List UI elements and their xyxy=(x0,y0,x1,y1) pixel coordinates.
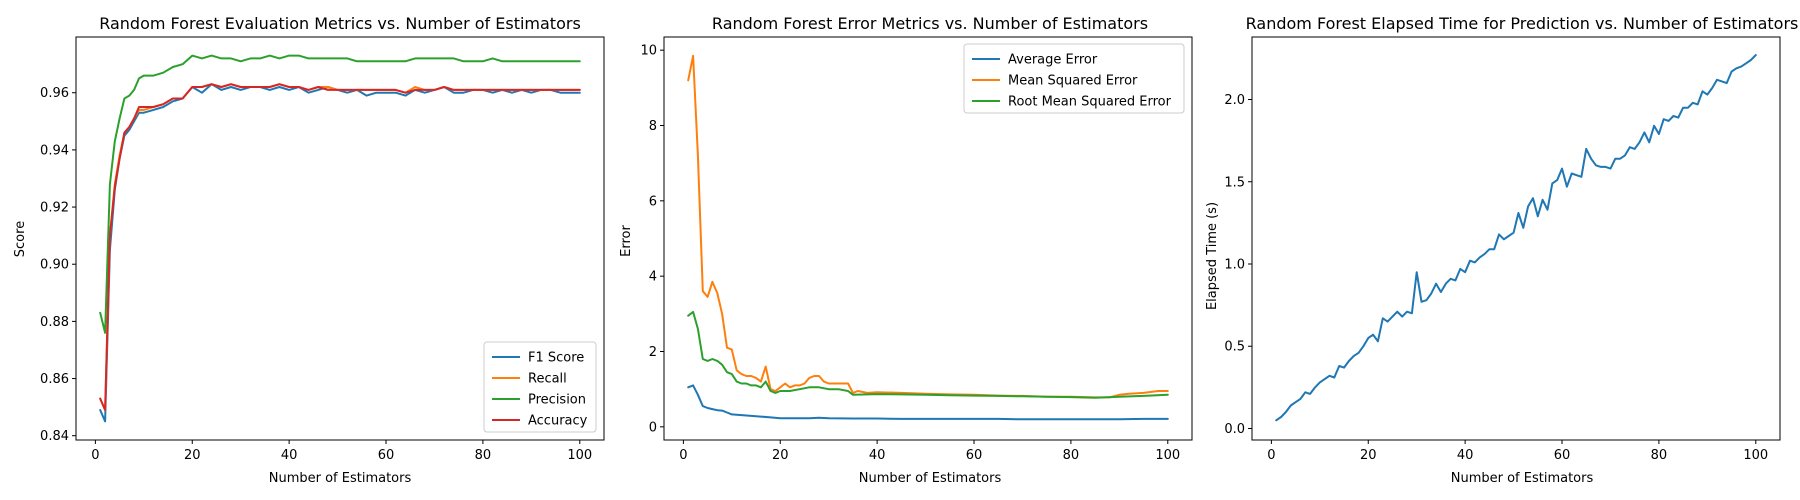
x-tick-label: 40 xyxy=(869,448,886,463)
legend-frame xyxy=(963,43,1185,114)
x-tick-label: 40 xyxy=(1457,448,1474,463)
axes-frame xyxy=(663,36,1193,441)
x-tick-label: 0 xyxy=(91,448,99,463)
legend-label: Root Mean Squared Error xyxy=(1008,95,1172,110)
legend-label: F1 Score xyxy=(528,351,584,366)
x-tick-label: 60 xyxy=(378,448,395,463)
y-axis-label: Elapsed Time (s) xyxy=(1205,202,1220,310)
x-tick-label: 60 xyxy=(966,448,983,463)
series-line-0 xyxy=(1275,54,1757,422)
series-line-3 xyxy=(99,83,581,411)
x-tick-label: 100 xyxy=(1155,448,1180,463)
y-tick-label: 0.84 xyxy=(40,429,69,444)
y-tick-label: 6 xyxy=(649,194,657,209)
legend-frame xyxy=(483,341,597,433)
x-axis-label: Number of Estimators xyxy=(1451,471,1594,486)
y-tick-label: 0.86 xyxy=(40,372,69,387)
y-tick-label: 0.88 xyxy=(40,315,69,330)
chart-title: Random Forest Error Metrics vs. Number o… xyxy=(712,14,1148,33)
x-tick-label: 40 xyxy=(281,448,298,463)
y-tick-label: 0 xyxy=(649,420,657,435)
legend-label: Average Error xyxy=(1008,53,1098,68)
plot-area: 0 20 40 60 80 100 0 2 4 6 8 10 xyxy=(640,36,1193,463)
axes-frame xyxy=(1251,36,1781,441)
x-tick-label: 0 xyxy=(679,448,687,463)
plot-area: 0 20 40 60 80 100 0.84 0.86 0.88 0.90 0.92 0.94 0.96 xyxy=(40,36,605,463)
evaluation-metrics-chart: Random Forest Evaluation Metrics vs. Num… xyxy=(13,14,605,486)
axes-frame xyxy=(75,36,605,441)
y-tick-label: 0.92 xyxy=(40,201,69,216)
y-tick-label: 0.0 xyxy=(1224,422,1245,437)
x-tick-label: 60 xyxy=(1554,448,1571,463)
y-tick-label: 0.94 xyxy=(40,143,69,158)
y-axis-label: Score xyxy=(13,221,28,257)
x-axis-label: Number of Estimators xyxy=(269,471,412,486)
x-tick-label: 20 xyxy=(772,448,789,463)
y-tick-label: 2 xyxy=(649,345,657,360)
y-tick-label: 8 xyxy=(649,119,657,134)
legend-label: Mean Squared Error xyxy=(1008,74,1138,89)
legend: Average Error Mean Squared Error Root Mean… xyxy=(963,43,1185,114)
x-tick-label: 80 xyxy=(1651,448,1668,463)
x-tick-label: 100 xyxy=(1743,448,1768,463)
y-tick-label: 0.96 xyxy=(40,86,69,101)
x-tick-label: 100 xyxy=(567,448,592,463)
legend-label: Accuracy xyxy=(528,414,588,429)
y-tick-label: 2.0 xyxy=(1224,93,1245,108)
x-tick-label: 20 xyxy=(184,448,201,463)
x-tick-label: 0 xyxy=(1267,448,1275,463)
chart-title: Random Forest Evaluation Metrics vs. Num… xyxy=(99,14,581,33)
elapsed-time-chart: Random Forest Elapsed Time for Predictio… xyxy=(1205,14,1798,486)
plot-area: 0 20 40 60 80 100 0.0 0.5 1.0 1.5 2.0 xyxy=(1224,36,1781,463)
y-tick-label: 4 xyxy=(649,270,657,285)
legend: F1 Score Recall Precision Accuracy xyxy=(483,341,597,433)
x-tick-label: 80 xyxy=(1063,448,1080,463)
series-line-2 xyxy=(687,310,1169,399)
x-tick-label: 80 xyxy=(475,448,492,463)
y-tick-label: 10 xyxy=(640,44,657,59)
y-axis-label: Error xyxy=(619,225,634,257)
legend-label: Recall xyxy=(528,372,567,387)
y-tick-label: 1.5 xyxy=(1224,175,1245,190)
y-tick-label: 0.5 xyxy=(1224,340,1245,355)
x-tick-label: 20 xyxy=(1360,448,1377,463)
chart-title: Random Forest Elapsed Time for Predictio… xyxy=(1246,14,1799,33)
series-line-0 xyxy=(687,384,1169,421)
error-metrics-chart: Random Forest Error Metrics vs. Number o… xyxy=(619,14,1193,486)
series-line-2 xyxy=(99,54,581,334)
y-tick-label: 1.0 xyxy=(1224,257,1245,272)
legend-label: Precision xyxy=(528,393,586,408)
series-line-0 xyxy=(99,83,581,423)
y-tick-label: 0.90 xyxy=(40,258,69,273)
x-axis-label: Number of Estimators xyxy=(859,471,1002,486)
